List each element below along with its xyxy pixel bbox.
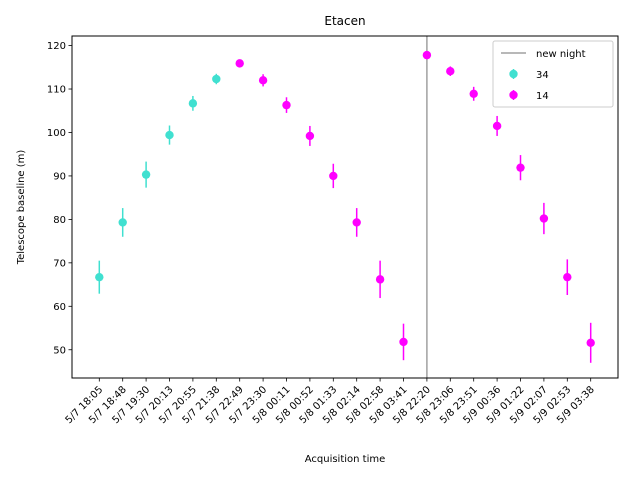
data-point: [282, 100, 291, 110]
data-point: [212, 74, 221, 84]
data-point: [563, 272, 572, 282]
data-point: [118, 218, 127, 227]
data-point: [188, 99, 198, 108]
data-point: [141, 170, 151, 179]
y-axis-label: Telescope baseline (m): [16, 150, 27, 266]
y-tick-label: 80: [53, 215, 66, 226]
data-point: [492, 121, 502, 131]
legend-label: 14: [536, 91, 549, 102]
y-tick-label: 50: [53, 345, 66, 356]
chart-title: Etacen: [324, 14, 365, 28]
y-tick-label: 120: [47, 41, 66, 52]
plot-area: [95, 36, 595, 378]
x-axis-label: Acquisition time: [305, 454, 386, 465]
legend-swatch-marker: [509, 90, 518, 100]
data-point: [469, 89, 478, 98]
data-point: [516, 163, 525, 172]
data-point: [422, 50, 432, 60]
data-point: [305, 131, 315, 141]
y-tick-label: 100: [47, 128, 66, 139]
legend-box: [492, 40, 614, 108]
data-point: [446, 66, 455, 76]
y-tick-label: 90: [53, 171, 66, 182]
data-point: [258, 76, 268, 85]
data-point: [329, 171, 338, 181]
data-point: [539, 214, 549, 223]
legend-label: 34: [536, 70, 549, 81]
data-point: [399, 337, 408, 347]
plot-frame: [71, 35, 619, 379]
y-tick-label: 70: [53, 258, 66, 269]
x-axis: 5/7 18:055/7 18:485/7 19:305/7 20:135/7 …: [64, 378, 597, 426]
legend: new night 34 14: [492, 40, 614, 108]
legend-swatch-marker: [509, 69, 518, 79]
data-point: [235, 59, 244, 68]
data-point: [586, 338, 595, 348]
y-axis: 50 60 70 80 90 100 110 120: [47, 41, 72, 356]
y-tick-label: 60: [53, 302, 66, 313]
data-point: [165, 130, 174, 140]
data-point: [352, 218, 361, 227]
data-point: [375, 275, 385, 284]
y-tick-label: 110: [47, 85, 66, 96]
legend-label-new-night: new night: [536, 49, 586, 60]
data-point: [95, 272, 104, 282]
